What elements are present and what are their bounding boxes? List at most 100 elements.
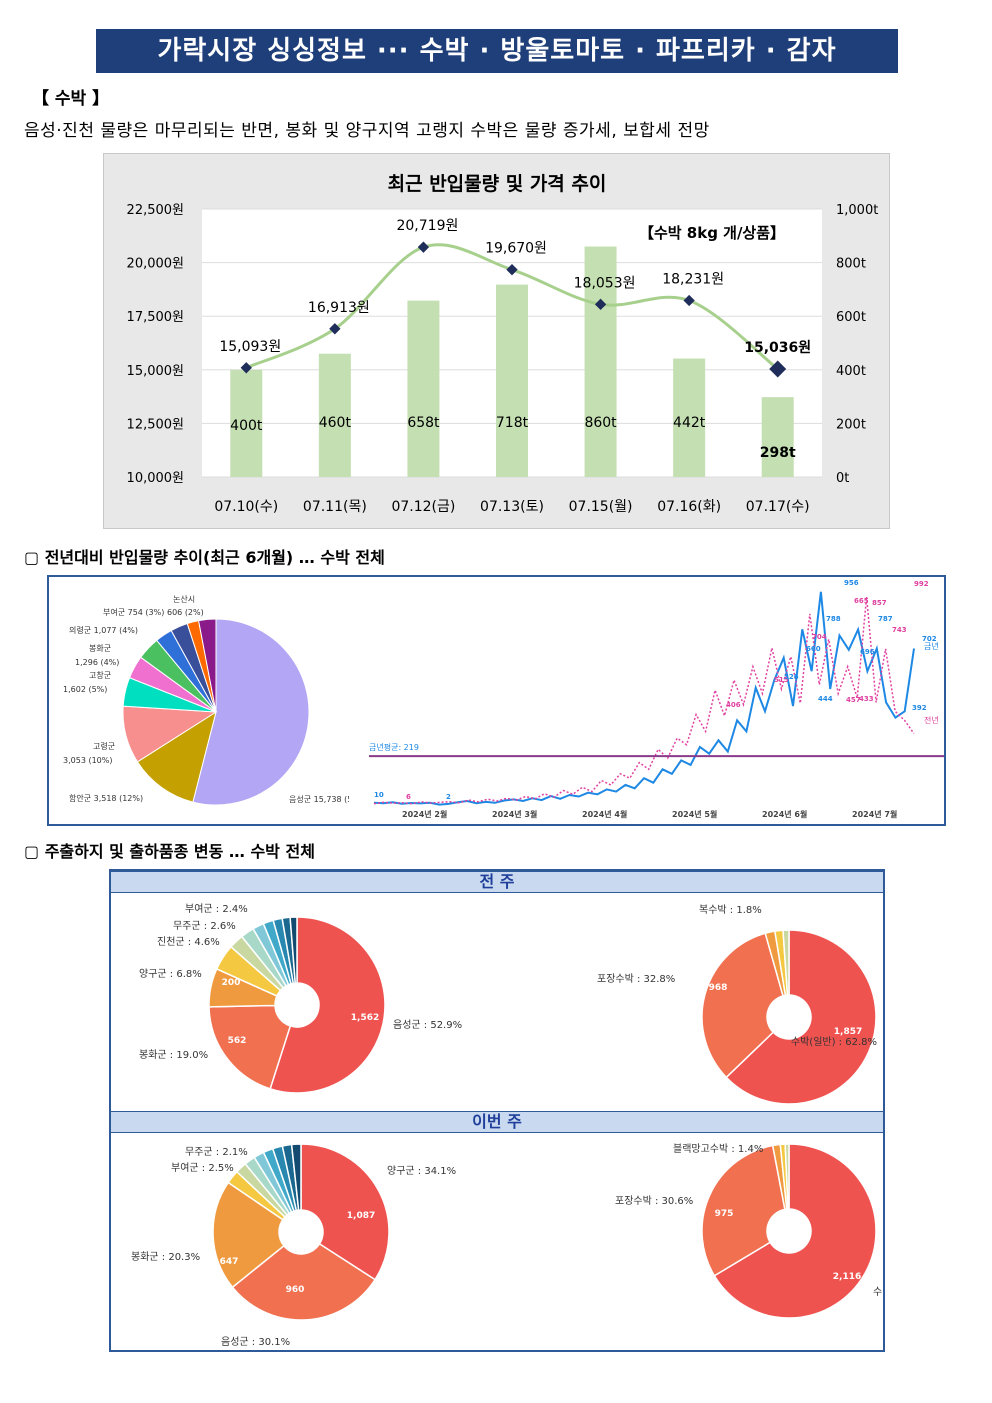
donut-value: 2,116 [833,1272,861,1282]
donut-slice [208,1004,292,1090]
point-label: 743 [892,626,907,634]
volume-label: 718t [496,415,529,431]
y-left-tick: 22,500원 [127,203,184,218]
x-tick-label: 07.16(화) [657,499,721,515]
point-label: 392 [912,704,927,712]
price-label: 15,093원 [219,339,281,355]
volume-bar [673,358,706,477]
x-tick-label: 2024년 5월 [672,809,717,819]
donut-label: 봉화군 : 20.3% [131,1251,200,1263]
donut-label: 수박(일반) : 66.4% [873,1286,883,1298]
donut-label: 진천군 : 4.6% [157,936,220,948]
section-heading-trend: ▢ 전년대비 반입물량 추이(최근 6개월) … 수박 전체 [24,548,385,567]
price-volume-chart-box: 최근 반입물량 및 가격 추이 22,500원 20,000원 17,500원 15,0… [103,153,890,529]
prev-week-origin-donut: 음성군 : 52.9% 봉화군 : 19.0% 양구군 : 6.8% 진천군 : 4.… [139,903,462,1094]
origin-pie-chart: 음성군 15,738 (54%) 함안군 3,518 (12%) 고령군 3,053 … [63,594,349,806]
pie-label: 고창군 [89,671,111,680]
legend-previous: 전년 [924,715,939,725]
point-label: 665 [854,597,869,605]
pie-label: 1,602 (5%) [63,685,107,694]
volume-label: 298t [760,445,796,461]
volume-label: 860t [584,415,617,431]
market-summary: 음성·진천 물량은 마무리되는 반면, 봉화 및 양구지역 고랭지 수박은 물량… [24,121,710,141]
y-left-tick: 15,000원 [127,364,184,379]
pie-label: 부여군 754 (3%) [103,607,164,617]
volume-label: 460t [319,415,352,431]
section-heading-origins: ▢ 주출하지 및 출하품종 변동 … 수박 전체 [24,842,315,861]
donut-label: 포장수박 : 30.6% [615,1195,693,1207]
donut-label: 복수박 : 1.8% [699,904,762,916]
volume-bar [318,353,351,477]
donut-value: 200 [222,978,241,988]
pie-label: 고령군 [93,742,115,751]
section-label: 【 수박 】 [32,89,110,109]
price-label: 18,053원 [574,275,636,291]
x-tick-label: 07.12(금) [391,499,455,515]
y-left-tick: 17,500원 [127,310,184,325]
donut-slice [713,1143,877,1319]
x-tick-label: 2024년 3월 [492,809,537,819]
donut-value: 1,857 [834,1027,862,1037]
this-week-origin-donut: 양구군 : 34.1% 음성군 : 30.1% 봉화군 : 20.3% 부여군 : 2… [131,1143,456,1348]
chart-title: 최근 반입물량 및 가격 추이 [388,173,607,195]
volume-label: 400t [230,418,263,434]
donut-label: 부여군 : 2.4% [185,903,248,915]
donut-label: 포장수박 : 32.8% [597,973,675,985]
donut-slice [782,929,790,996]
volume-bar [407,300,440,477]
volume-label: 658t [407,415,440,431]
price-point [594,298,607,311]
point-label: 660 [806,645,821,653]
series-line-previous [373,596,915,805]
price-label: 18,231원 [662,272,724,288]
pie-label: 606 (2%) [167,608,204,617]
donut-label: 양구군 : 34.1% [387,1165,456,1177]
x-tick-label: 2024년 7월 [852,809,897,819]
x-tick-label: 07.11(목) [303,499,367,515]
pie-slice [197,618,217,713]
legend-current: 금년 [924,641,939,651]
donut-label: 봉화군 : 19.0% [139,1049,208,1061]
donut-slice [289,916,298,984]
x-tick-label: 2024년 6월 [762,809,807,819]
volume-bar [496,284,528,477]
pie-label: 봉화군 [89,644,111,653]
donut-value: 960 [286,1285,305,1295]
donut-label: 양구군 : 6.8% [139,968,202,980]
donut-slice [701,1144,786,1277]
point-label: 10 [374,791,384,799]
point-label: 956 [844,579,859,587]
donut-label: 무주군 : 2.6% [173,920,236,932]
pie-label: 논산시 [173,594,195,604]
donut-value: 968 [709,983,728,993]
point-label: 433 [859,695,874,703]
pie-label: 3,053 (10%) [63,756,112,765]
x-tick-label: 07.15(월) [569,499,633,515]
price-label: 16,913원 [308,300,370,316]
price-label: 20,719원 [396,218,458,234]
price-point [769,360,787,378]
donut-label: 음성군 : 52.9% [393,1019,462,1031]
donut-value: 975 [715,1209,734,1219]
point-label: 787 [878,615,893,623]
donut-label: 부여군 : 2.5% [171,1162,234,1174]
y-right-tick: 800t [836,257,866,272]
band-this-week: 이번 주 [111,1111,883,1133]
price-point [329,323,341,335]
x-tick-label: 2024년 4월 [582,809,627,819]
price-point [417,241,430,253]
point-label: 696 [860,648,875,656]
donut-value: 1,562 [351,1013,379,1023]
volume-bar [584,246,617,477]
point-label: 992 [914,580,929,588]
average-label: 금년평균: 219 [369,742,419,752]
x-tick-label: 07.13(토) [480,499,544,515]
x-tick-label: 07.17(수) [746,499,810,515]
report-title: 가락시장 싱싱정보 ··· 수박 · 방울토마토 · 파프리카 · 감자 [96,29,898,73]
donut-slice [231,1242,377,1321]
point-label: 526 [784,673,799,681]
point-label: 515 [774,676,789,684]
y-left-tick: 20,000원 [127,257,184,272]
y-right-tick: 200t [836,417,866,432]
point-label: 857 [872,599,887,607]
